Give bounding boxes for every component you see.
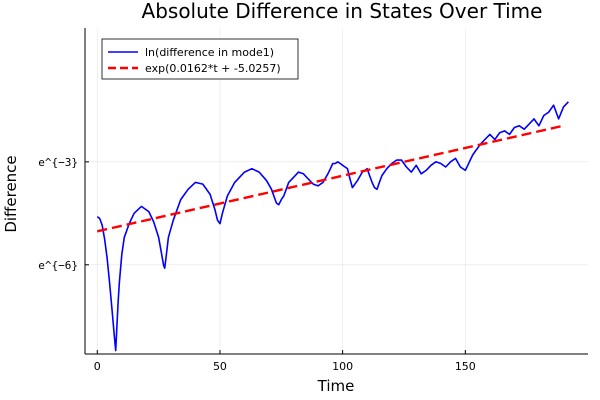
legend-label-series-1: ln(difference in mode1) [145,46,274,59]
series-layer [96,101,569,352]
legend-box [101,38,299,80]
x-tick-label: 0 [94,360,101,373]
chart-title: Absolute Difference in States Over Time [142,0,543,23]
x-tick-label: 150 [455,360,476,373]
legend-label-series-2: exp(0.0162*t + -5.0257) [145,62,281,75]
series-line-2 [97,124,564,233]
legend: ln(difference in mode1) exp(0.0162*t + -… [101,38,299,80]
y-axis-label: Difference [2,155,20,232]
series-line-1 [96,101,569,352]
y-tick-label: e^{−3} [38,156,78,169]
ticks: 0 50 100 150 e^{−3} e^{−6} [38,156,476,373]
x-axis-label: Time [317,377,355,395]
x-tick-label: 50 [213,360,227,373]
y-tick-label: e^{−6} [38,259,78,272]
axes [84,28,588,355]
x-tick-label: 100 [332,360,353,373]
